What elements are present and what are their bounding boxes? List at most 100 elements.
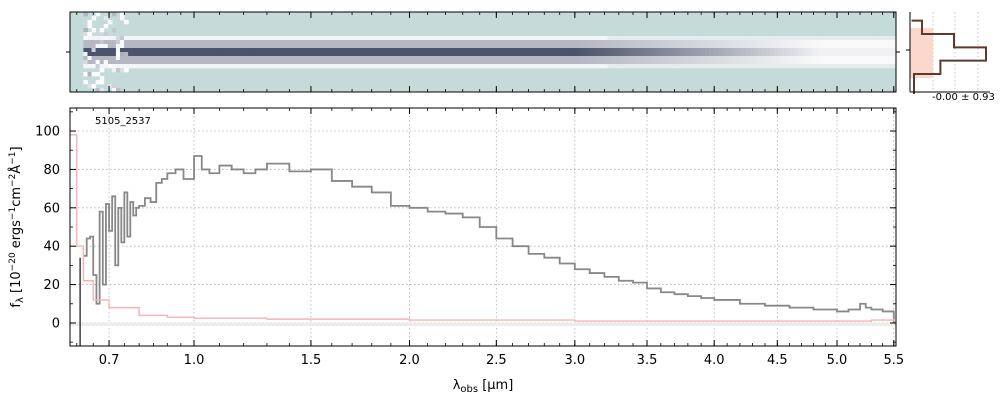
heatmap-cell	[246, 64, 251, 68]
heatmap-cell	[153, 52, 158, 56]
heatmap-cell	[559, 40, 564, 44]
heatmap-cell	[222, 44, 227, 48]
heatmap-cell	[538, 60, 543, 64]
heatmap-cell	[563, 60, 568, 64]
heatmap-cell	[372, 60, 377, 64]
heatmap-cell	[502, 52, 507, 56]
heatmap-cell	[153, 44, 158, 48]
heatmap-cell	[238, 48, 243, 52]
heatmap-cell	[87, 56, 92, 60]
heatmap-cell	[327, 40, 332, 44]
heatmap-cell	[266, 40, 271, 44]
heatmap-cell	[112, 64, 117, 68]
heatmap-cell	[498, 40, 503, 44]
heatmap-cell	[307, 44, 312, 48]
heatmap-cell	[798, 44, 803, 48]
heatmap-cell	[413, 48, 418, 52]
heatmap-cell	[339, 36, 344, 40]
heatmap-cell	[482, 44, 487, 48]
heatmap-cell	[108, 20, 113, 24]
heatmap-cell	[335, 40, 340, 44]
heatmap-cell	[473, 40, 478, 44]
heatmap-cell	[510, 56, 515, 60]
heatmap-cell	[819, 60, 824, 64]
heatmap-cell	[624, 48, 629, 52]
heatmap-cell	[197, 60, 202, 64]
heatmap-cell	[189, 44, 194, 48]
heatmap-cell	[880, 64, 885, 68]
heatmap-cell	[173, 56, 178, 60]
heatmap-cell	[278, 52, 283, 56]
heatmap-cell	[725, 40, 730, 44]
heatmap-cell	[640, 36, 645, 40]
heatmap-cell	[230, 60, 235, 64]
heatmap-cell	[238, 36, 243, 40]
y-axis-title: fλ [10−20 ergs−1cm−2Å−1]	[8, 146, 26, 307]
heatmap-cell	[465, 60, 470, 64]
heatmap-cell	[437, 48, 442, 52]
heatmap-cell	[148, 60, 153, 64]
heatmap-cell	[413, 40, 418, 44]
heatmap-cell	[770, 48, 775, 52]
heatmap-cell	[685, 64, 690, 68]
heatmap-cell	[644, 48, 649, 52]
heatmap-cell	[522, 48, 527, 52]
heatmap-cell	[352, 56, 357, 60]
heatmap-cell	[376, 44, 381, 48]
heatmap-cell	[559, 36, 564, 40]
heatmap-cell	[283, 64, 288, 68]
heatmap-cell	[742, 44, 747, 48]
heatmap-cell	[518, 48, 523, 52]
heatmap-cell	[859, 56, 864, 60]
heatmap-cell	[283, 52, 288, 56]
heatmap-cell	[620, 44, 625, 48]
heatmap-cell	[790, 56, 795, 60]
heatmap-cell	[628, 48, 633, 52]
heatmap-cell	[575, 64, 580, 68]
heatmap-cell	[746, 40, 751, 44]
heatmap-cell	[136, 48, 141, 52]
heatmap-cell	[559, 60, 564, 64]
heatmap-cell	[148, 52, 153, 56]
heatmap-cell	[218, 40, 223, 44]
heatmap-cell	[433, 60, 438, 64]
heatmap-cell	[567, 52, 572, 56]
heatmap-cell	[136, 52, 141, 56]
heatmap-cell	[457, 48, 462, 52]
heatmap-cell	[173, 52, 178, 56]
heatmap-cell	[112, 48, 117, 52]
heatmap-cell	[668, 44, 673, 48]
heatmap-cell	[408, 52, 413, 56]
heatmap-cell	[201, 56, 206, 60]
heatmap-cell	[352, 36, 357, 40]
heatmap-cell	[230, 44, 235, 48]
heatmap-cell	[697, 44, 702, 48]
heatmap-cell	[815, 60, 820, 64]
heatmap-cell	[144, 60, 149, 64]
heatmap-cell	[400, 60, 405, 64]
heatmap-cell	[774, 52, 779, 56]
heatmap-cell	[108, 56, 113, 60]
heatmap-cell	[660, 56, 665, 60]
heatmap-cell	[486, 52, 491, 56]
heatmap-cell	[270, 52, 275, 56]
heatmap-cell	[543, 44, 548, 48]
heatmap-cell	[104, 48, 109, 52]
heatmap-cell	[482, 48, 487, 52]
heatmap-cell	[510, 40, 515, 44]
heatmap-cell	[559, 44, 564, 48]
heatmap-cell	[360, 60, 365, 64]
heatmap-cell	[364, 56, 369, 60]
heatmap-cell	[104, 36, 109, 40]
heatmap-cell	[693, 60, 698, 64]
y-tick-label: 100	[35, 125, 60, 140]
heatmap-cell	[104, 24, 109, 28]
heatmap-cell	[591, 40, 596, 44]
heatmap-cell	[177, 36, 182, 40]
heatmap-cell	[92, 36, 97, 40]
heatmap-cell	[303, 64, 308, 68]
heatmap-cell	[575, 60, 580, 64]
heatmap-cell	[876, 56, 881, 60]
heatmap-cell	[807, 64, 812, 68]
y-tick-label: 0	[52, 316, 60, 331]
